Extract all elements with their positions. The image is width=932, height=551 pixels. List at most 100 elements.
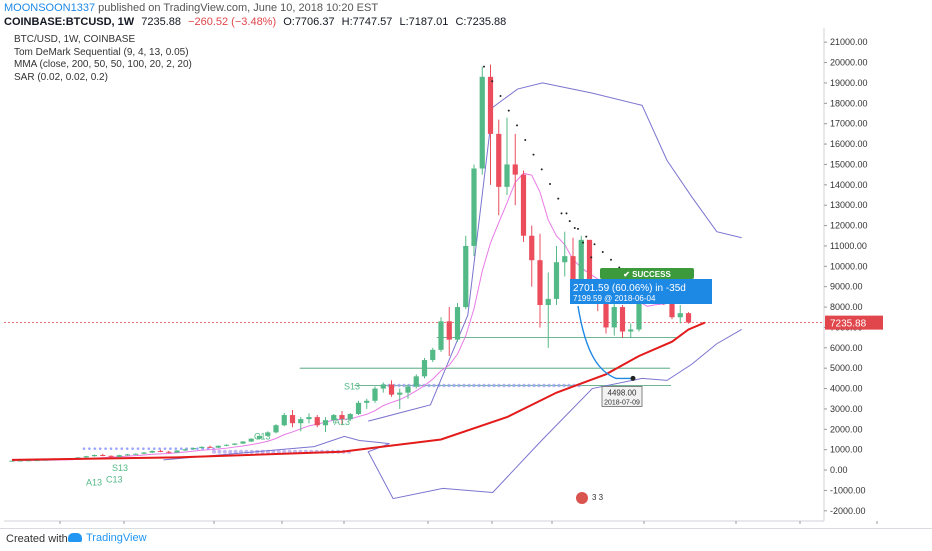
candle-body [669, 296, 675, 318]
candle-body [496, 133, 502, 187]
dot-marker [432, 383, 436, 388]
dot-marker [196, 447, 199, 450]
candle-body [314, 417, 320, 426]
x-tick-label: Ap [871, 524, 882, 525]
candle [570, 237, 576, 287]
high-value: H:7747.57 [341, 16, 393, 28]
candle-body [413, 376, 419, 387]
candle [256, 435, 263, 440]
price-chart[interactable]: -2000.00 -1000.00 0.00 1000.00 2000.00 3000.0… [4, 28, 884, 534]
candle [446, 307, 452, 356]
dot-marker [547, 383, 551, 388]
legend-mma[interactable]: MMA (close, 200, 50, 50, 100, 20, 2, 20) [14, 59, 192, 70]
candle [512, 133, 518, 206]
candle [116, 454, 122, 458]
y-tick-label: 16000.00 [830, 139, 868, 149]
candle-body [677, 313, 683, 318]
footer-brand: TradingView [86, 532, 147, 544]
dot-marker [467, 383, 471, 388]
plot-background [4, 28, 824, 521]
candle-body [17, 460, 23, 462]
candle-body [504, 164, 510, 187]
candle-body [603, 302, 609, 328]
candle [628, 323, 634, 338]
candle-body [182, 449, 188, 451]
candle [339, 410, 345, 426]
tradingview-logo[interactable]: TradingView [68, 532, 147, 544]
dot-marker [552, 383, 556, 388]
dot-marker [222, 449, 227, 454]
publisher-username[interactable]: MOONSOON1337 [4, 2, 96, 14]
candle-body [34, 460, 40, 462]
candle [553, 245, 560, 306]
legend-series[interactable]: BTC/USD, 1W, COINBASE [14, 34, 136, 45]
candle [380, 382, 386, 393]
candle [520, 170, 527, 242]
dot-marker [542, 383, 546, 388]
candle-body [157, 450, 164, 452]
dot-marker [276, 449, 281, 454]
chart-area[interactable]: -2000.00 -1000.00 0.00 1000.00 2000.00 3000.0… [4, 28, 884, 534]
candle-body [149, 450, 155, 453]
candle [545, 272, 551, 348]
tradingview-cloud-icon [68, 533, 82, 542]
dot-marker [522, 383, 526, 388]
legend-td-sequential[interactable]: Tom DeMark Sequential (9, 4, 13, 0.05) [14, 46, 189, 58]
target-date: 2018-07-09 [604, 399, 640, 406]
y-tick-label: 0.00 [830, 465, 848, 475]
low-value: L:7187.01 [399, 16, 449, 28]
success-label: ✔ SUCCESS [623, 270, 671, 279]
candle-body [124, 454, 131, 456]
candle-body [421, 360, 428, 377]
last-price: 7235.88 [141, 16, 181, 28]
sar-dot [601, 251, 604, 254]
candle-body [628, 329, 634, 332]
candle [685, 312, 692, 324]
candle [141, 452, 147, 455]
candle [372, 386, 378, 403]
x-tick-label: Aug [274, 524, 290, 525]
candle-body [355, 402, 362, 415]
dot-marker [457, 383, 461, 388]
sar-dot [610, 258, 612, 261]
dot-marker [472, 383, 476, 388]
sar-dot [549, 182, 551, 185]
dot-marker [147, 447, 151, 450]
candle-body [331, 415, 337, 421]
dot-marker [104, 447, 107, 450]
candle [182, 448, 188, 451]
y-tick-label: 19000.00 [830, 78, 868, 88]
dot-marker [115, 447, 118, 450]
x-tick-label: 2017 [50, 524, 70, 525]
y-tick-label: 3000.00 [830, 404, 863, 414]
sar-dot [585, 235, 588, 238]
candle [496, 119, 502, 216]
candle [677, 305, 683, 324]
y-tick-label: 8000.00 [830, 302, 863, 312]
candle-body [512, 164, 518, 175]
dot-marker [487, 383, 491, 388]
dot-marker [447, 383, 451, 388]
candle [298, 417, 304, 432]
candle-body [240, 441, 246, 444]
candle-body [388, 384, 395, 395]
candle [355, 400, 362, 416]
sar-dot [565, 212, 568, 215]
dot-marker [502, 383, 506, 388]
candle [322, 417, 329, 432]
dot-marker [169, 447, 172, 450]
candle-body [364, 400, 370, 403]
publish-info: published on TradingView.com, June 10, 2… [98, 2, 379, 14]
candle [232, 443, 238, 446]
candle-body [537, 260, 543, 306]
y-tick-label: 2000.00 [830, 424, 863, 434]
candle [207, 445, 213, 449]
y-tick-label: 9000.00 [830, 282, 863, 292]
legend-sar[interactable]: SAR (0.02, 0.02, 0.2) [14, 71, 108, 83]
candle-body [83, 456, 89, 458]
candle-body [273, 425, 279, 433]
candle [413, 374, 419, 389]
sequential-mark: S13 [344, 382, 360, 392]
candle [364, 398, 370, 409]
candle [289, 409, 296, 428]
